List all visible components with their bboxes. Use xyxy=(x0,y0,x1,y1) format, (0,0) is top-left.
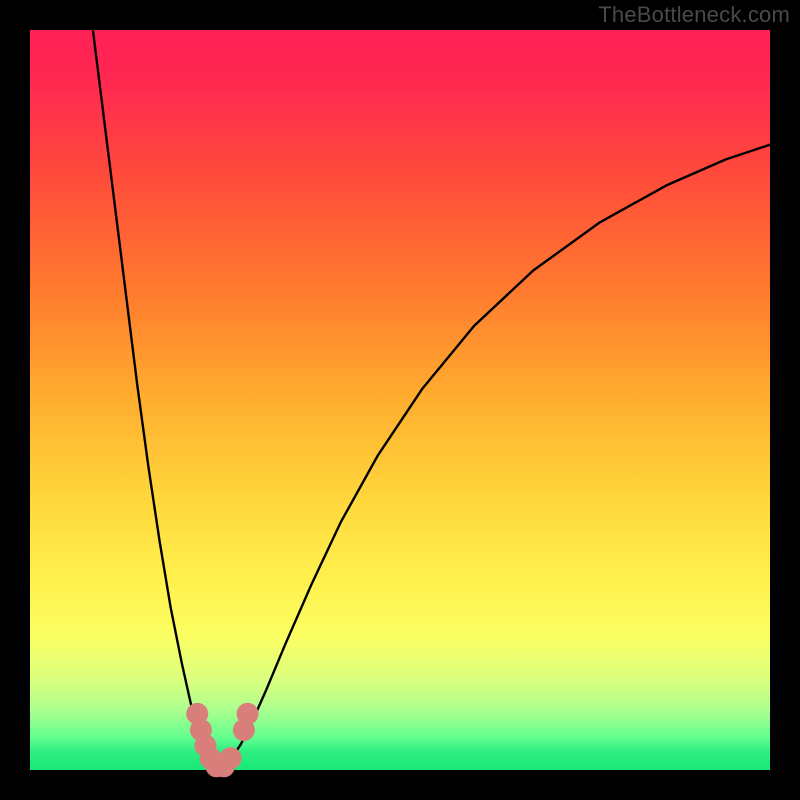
chart-stage: TheBottleneck.com xyxy=(0,0,800,800)
gradient-plot-area xyxy=(30,30,770,770)
watermark-text: TheBottleneck.com xyxy=(598,2,790,28)
